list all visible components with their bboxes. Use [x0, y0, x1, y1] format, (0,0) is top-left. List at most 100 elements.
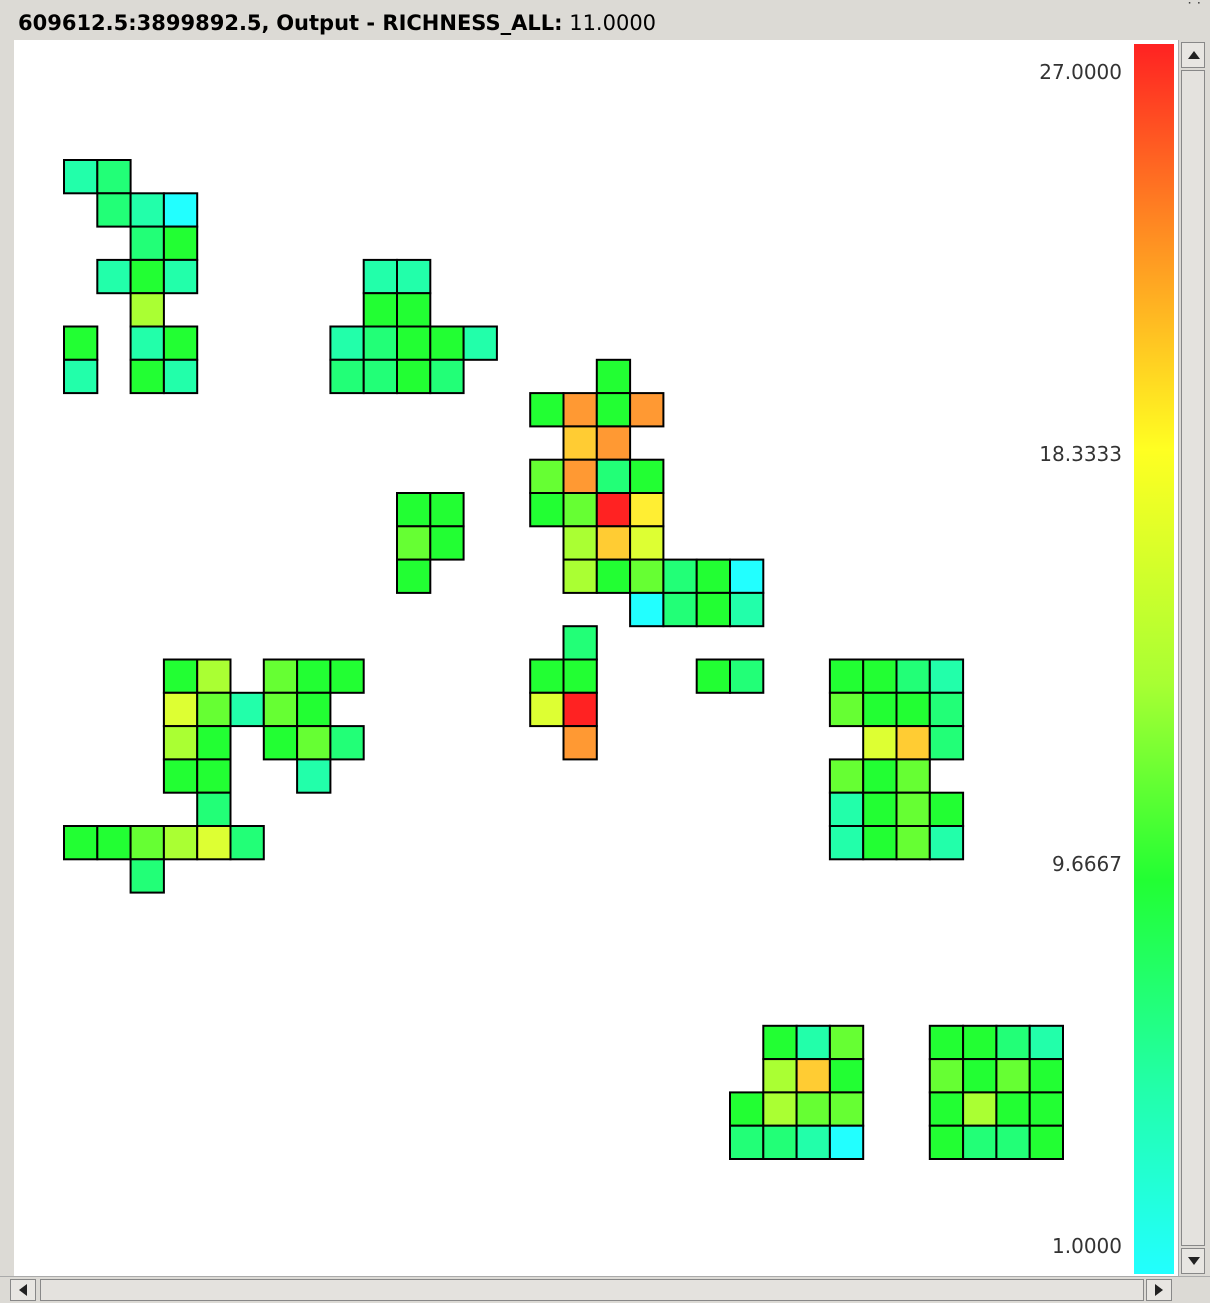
grid-cell[interactable]: [928, 658, 965, 694]
grid-cell[interactable]: [595, 492, 632, 528]
grid-cell[interactable]: [962, 1058, 998, 1094]
grid-cell[interactable]: [895, 791, 931, 828]
grid-cell[interactable]: [362, 292, 399, 328]
grid-cell[interactable]: [595, 458, 632, 495]
grid-cell[interactable]: [262, 658, 299, 694]
grid-cell[interactable]: [795, 1091, 831, 1127]
grid-cell[interactable]: [562, 425, 598, 461]
grid-cell[interactable]: [129, 225, 165, 261]
grid-cell[interactable]: [862, 825, 898, 861]
grid-cell[interactable]: [529, 392, 565, 428]
grid-cell[interactable]: [396, 325, 432, 361]
grid-cell[interactable]: [928, 825, 965, 861]
grid-cell[interactable]: [129, 325, 165, 361]
richness-grid[interactable]: [14, 40, 1178, 1276]
grid-cell[interactable]: [196, 658, 232, 694]
grid-cell[interactable]: [196, 825, 232, 861]
grid-cell[interactable]: [329, 658, 365, 694]
grid-cell[interactable]: [562, 625, 598, 661]
grid-cell[interactable]: [63, 358, 99, 395]
grid-cell[interactable]: [695, 558, 732, 594]
grid-cell[interactable]: [562, 558, 598, 594]
grid-cell[interactable]: [196, 725, 232, 761]
grid-cell[interactable]: [529, 658, 565, 694]
scroll-up-button[interactable]: [1181, 42, 1205, 68]
grid-cell[interactable]: [63, 325, 99, 361]
horizontal-scrollbar[interactable]: [0, 1276, 1210, 1303]
grid-cell[interactable]: [795, 1124, 831, 1160]
grid-cell[interactable]: [862, 725, 898, 761]
grid-cell[interactable]: [762, 1091, 798, 1127]
map-canvas[interactable]: [14, 40, 1178, 1276]
grid-cell[interactable]: [362, 258, 399, 295]
vertical-scroll-thumb[interactable]: [1181, 70, 1205, 1246]
grid-cell[interactable]: [729, 558, 765, 594]
grid-cell[interactable]: [895, 825, 931, 861]
grid-cell[interactable]: [529, 691, 565, 728]
grid-cell[interactable]: [196, 691, 232, 728]
grid-cell[interactable]: [396, 358, 432, 395]
grid-cell[interactable]: [629, 392, 665, 428]
grid-cell[interactable]: [229, 691, 265, 728]
grid-cell[interactable]: [595, 358, 632, 395]
grid-cell[interactable]: [629, 558, 665, 594]
grid-cell[interactable]: [928, 1024, 965, 1061]
grid-cell[interactable]: [895, 758, 931, 794]
grid-cell[interactable]: [129, 258, 165, 295]
grid-cell[interactable]: [795, 1058, 831, 1094]
grid-cell[interactable]: [529, 458, 565, 495]
grid-cell[interactable]: [162, 825, 199, 861]
grid-cell[interactable]: [396, 558, 432, 594]
grid-cell[interactable]: [928, 1058, 965, 1094]
grid-cell[interactable]: [162, 192, 199, 228]
grid-cell[interactable]: [995, 1058, 1031, 1094]
grid-cell[interactable]: [895, 725, 931, 761]
grid-cell[interactable]: [129, 358, 165, 395]
grid-cell[interactable]: [828, 1058, 865, 1094]
grid-cell[interactable]: [729, 591, 765, 628]
grid-cell[interactable]: [96, 192, 132, 228]
grid-cell[interactable]: [662, 558, 698, 594]
grid-cell[interactable]: [995, 1124, 1031, 1160]
grid-cell[interactable]: [162, 758, 199, 794]
grid-cell[interactable]: [162, 725, 199, 761]
grid-cell[interactable]: [762, 1058, 798, 1094]
grid-cell[interactable]: [995, 1024, 1031, 1061]
grid-cell[interactable]: [262, 691, 299, 728]
grid-cell[interactable]: [329, 325, 365, 361]
grid-cell[interactable]: [595, 392, 632, 428]
grid-cell[interactable]: [828, 791, 865, 828]
grid-cell[interactable]: [529, 492, 565, 528]
grid-cell[interactable]: [429, 525, 465, 561]
grid-cell[interactable]: [162, 691, 199, 728]
vertical-scrollbar[interactable]: [1178, 40, 1209, 1276]
grid-cell[interactable]: [828, 1091, 865, 1127]
grid-cell[interactable]: [562, 691, 598, 728]
resize-grip-icon[interactable]: ⠁⠁: [1187, 2, 1206, 13]
grid-cell[interactable]: [595, 425, 632, 461]
grid-cell[interactable]: [396, 525, 432, 561]
grid-cell[interactable]: [129, 858, 165, 894]
grid-cell[interactable]: [928, 1124, 965, 1160]
grid-cell[interactable]: [429, 492, 465, 528]
grid-cell[interactable]: [729, 658, 765, 694]
grid-cell[interactable]: [562, 725, 598, 761]
grid-cell[interactable]: [562, 458, 598, 495]
grid-cell[interactable]: [329, 725, 365, 761]
grid-cell[interactable]: [828, 1024, 865, 1061]
grid-cell[interactable]: [196, 791, 232, 828]
grid-cell[interactable]: [828, 691, 865, 728]
grid-cell[interactable]: [862, 691, 898, 728]
grid-cell[interactable]: [895, 658, 931, 694]
grid-cell[interactable]: [196, 758, 232, 794]
grid-cell[interactable]: [129, 192, 165, 228]
grid-cell[interactable]: [162, 358, 199, 395]
grid-cell[interactable]: [962, 1091, 998, 1127]
grid-cell[interactable]: [329, 358, 365, 395]
grid-cell[interactable]: [795, 1024, 831, 1061]
grid-cell[interactable]: [595, 558, 632, 594]
grid-cell[interactable]: [362, 325, 399, 361]
grid-cell[interactable]: [562, 658, 598, 694]
grid-cell[interactable]: [296, 658, 332, 694]
grid-cell[interactable]: [762, 1124, 798, 1160]
